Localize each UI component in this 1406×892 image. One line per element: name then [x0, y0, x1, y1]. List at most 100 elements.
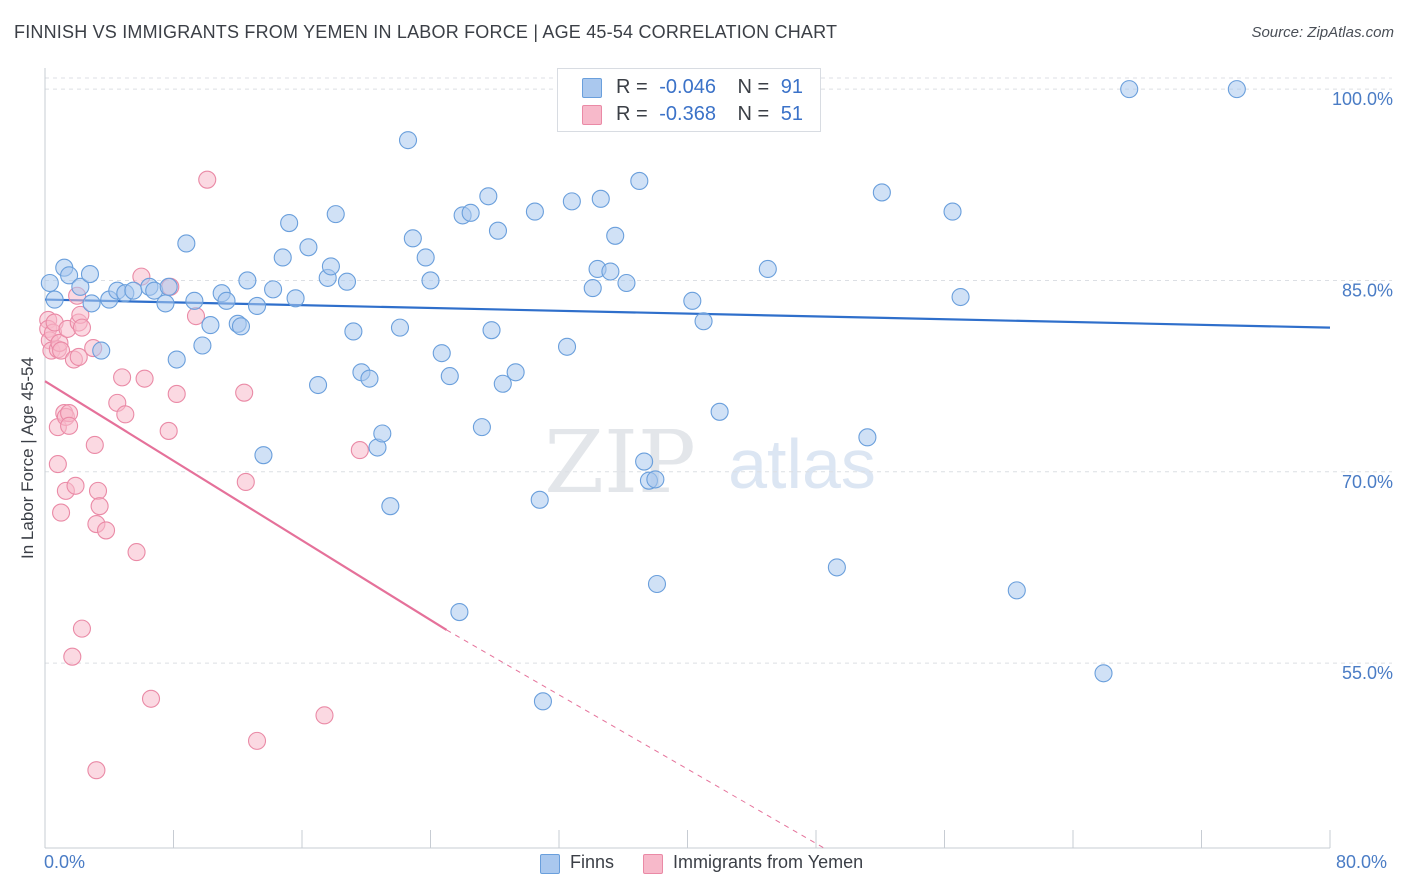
series-legend: Finns Immigrants from Yemen [540, 852, 887, 874]
finns-point [280, 213, 299, 233]
x-tick-label-min: 0.0% [44, 852, 86, 872]
finns-point [1094, 664, 1113, 683]
finns-point [177, 234, 196, 253]
legend-yemen-swatch [643, 854, 664, 874]
finns-point [231, 317, 251, 336]
yemen-point [72, 318, 91, 337]
finns-point [421, 271, 440, 290]
finns-swatch [582, 78, 602, 98]
yemen-point [69, 347, 88, 367]
finns-point [525, 202, 544, 221]
finns-point [1007, 581, 1026, 600]
yemen-point [135, 369, 154, 388]
finns-point [562, 192, 581, 211]
yemen-point [60, 416, 79, 435]
finns-point [390, 318, 410, 337]
yemen-point [350, 441, 369, 460]
finns-point [217, 291, 236, 310]
finns-point [557, 337, 577, 356]
yemen-point [116, 405, 135, 424]
finns-point [440, 367, 459, 386]
finns-point [479, 187, 498, 206]
finns-point [530, 490, 549, 509]
finns-point [646, 470, 665, 489]
finns-point [488, 221, 508, 240]
finns-point [254, 446, 273, 465]
finns-point [156, 294, 175, 313]
finns-point [326, 205, 345, 224]
finns-point [461, 203, 480, 222]
legend-finns-swatch [540, 854, 560, 874]
finns-point [373, 424, 392, 443]
finns-point [344, 322, 363, 341]
finns-point [286, 289, 305, 308]
finns-point [159, 277, 178, 296]
finns-point [694, 312, 713, 331]
finns-point [943, 202, 962, 221]
yemen-n-value: 51 [780, 103, 804, 125]
legend-item-finns[interactable]: Finns [540, 852, 615, 874]
yemen-point [63, 647, 82, 666]
finns-point [758, 259, 777, 279]
yemen-point [159, 421, 178, 440]
finns-point [493, 374, 512, 393]
finns-point [247, 296, 267, 316]
legend-item-yemen[interactable]: Immigrants from Yemen [643, 852, 864, 874]
finns-point [264, 280, 283, 299]
yemen-point [113, 368, 132, 387]
yemen-r-value: -0.368 [659, 103, 716, 125]
finns-point [872, 183, 891, 202]
yemen-point [48, 455, 67, 474]
yemen-point [72, 619, 91, 638]
watermark-zip: ZIP [544, 413, 696, 513]
y-tick-label: 100.0% [1332, 89, 1393, 109]
finns-point [630, 171, 649, 191]
finns-point [60, 266, 79, 285]
finns-point [583, 279, 602, 298]
yemen-point [87, 761, 106, 780]
yemen-point [127, 543, 146, 562]
finns-point [606, 226, 625, 245]
x-tick-label-max: 80.0% [1336, 852, 1388, 872]
finns-point [337, 272, 357, 291]
yemen-point [85, 435, 104, 455]
yemen-point [88, 481, 108, 500]
legend-yemen-label: Immigrants from Yemen [673, 852, 864, 872]
finns-point [201, 316, 220, 335]
finns-point [533, 692, 552, 711]
yemen-point [96, 521, 116, 540]
finns-point [1227, 80, 1246, 99]
finns-point [635, 452, 654, 471]
finns-point [1120, 80, 1139, 99]
finns-n-value: 91 [780, 76, 804, 98]
finns-point [647, 574, 667, 594]
yemen-point [235, 383, 254, 402]
finns-point [398, 131, 418, 150]
yemen-point [52, 503, 71, 522]
yemen-point [66, 476, 85, 495]
finns-point [951, 287, 970, 307]
y-tick-label: 55.0% [1342, 663, 1393, 683]
finns-point [71, 277, 90, 296]
finns-point [92, 341, 111, 360]
finns-point [360, 369, 379, 388]
yemen-point [141, 689, 161, 708]
yemen-trend-extension [446, 629, 825, 849]
chart-title: FINNISH VS IMMIGRANTS FROM YEMEN IN LABO… [14, 22, 838, 42]
finns-point [710, 402, 729, 421]
yemen-point [90, 497, 109, 516]
finns-r-label: R = [616, 76, 648, 98]
stats-legend: R = -0.046 N = 91 R = -0.368 N = 51 [557, 68, 821, 132]
finns-r-value: -0.046 [659, 76, 716, 98]
finns-point [450, 602, 469, 622]
legend-finns-label: Finns [570, 852, 615, 872]
finns-point [858, 428, 877, 447]
finns-point [601, 262, 620, 281]
yemen-r-label: R = [616, 103, 648, 125]
finns-n-label: N = [737, 76, 770, 98]
yemen-trend-line [44, 380, 448, 631]
y-tick-label: 70.0% [1342, 472, 1393, 492]
finns-point [167, 350, 186, 369]
finns-point [82, 294, 101, 313]
